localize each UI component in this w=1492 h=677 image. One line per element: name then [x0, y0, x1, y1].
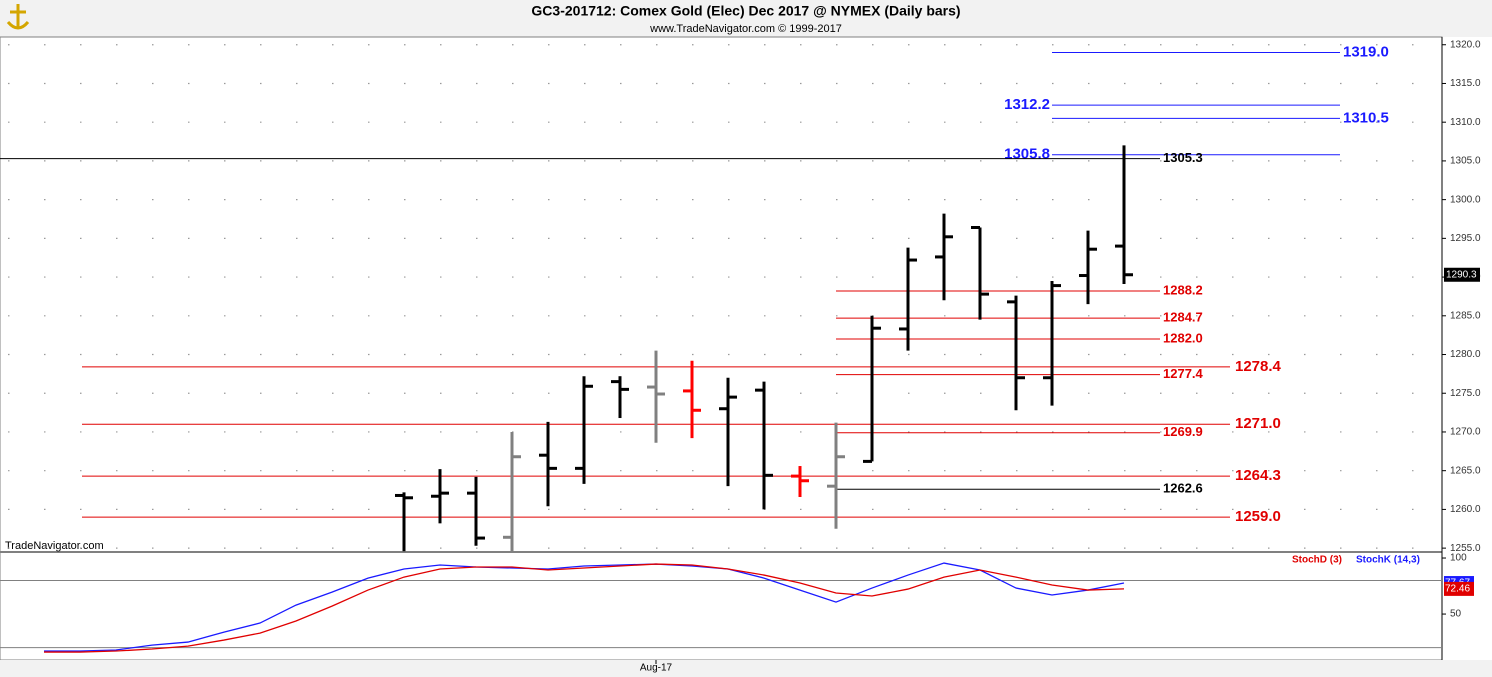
y-tick-label: 1265.0	[1450, 465, 1481, 476]
level-label: 1312.2	[1004, 96, 1050, 113]
stoch-line	[44, 562, 1125, 652]
level-label: 1259.0	[1235, 508, 1281, 525]
date-axis-band	[0, 660, 1492, 677]
chart-subtitle: www.TradeNavigator.com © 1999-2017	[649, 23, 842, 35]
y-tick-label: 1260.0	[1450, 504, 1481, 515]
level-label: 1319.0	[1343, 43, 1389, 60]
y-tick-label: 1315.0	[1450, 78, 1481, 89]
y-tick-label: 1320.0	[1450, 39, 1481, 50]
chart-title: GC3-201712: Comex Gold (Elec) Dec 2017 @…	[531, 3, 960, 19]
last-price-box	[1444, 267, 1480, 282]
legend-label: StochK (14,3)	[1356, 555, 1420, 566]
header-band	[0, 0, 1492, 37]
y-tick-label: 50	[1450, 609, 1462, 620]
level-label: 1282.0	[1163, 330, 1203, 345]
level-label: 1288.2	[1163, 282, 1203, 297]
level-label: 1264.3	[1235, 467, 1281, 484]
y-tick-label: 1275.0	[1450, 388, 1481, 399]
level-label: 1278.4	[1235, 358, 1282, 375]
y-tick-label: 1270.0	[1450, 427, 1481, 438]
y-tick-label: 1305.0	[1450, 156, 1481, 167]
y-tick-label: 1285.0	[1450, 310, 1481, 321]
x-tick-label: Aug-17	[640, 663, 673, 674]
level-label: 1310.5	[1343, 109, 1389, 126]
level-label: 1305.8	[1004, 146, 1050, 163]
y-tick-label: 1280.0	[1450, 349, 1481, 360]
logo	[4, 2, 32, 32]
level-label: 1269.9	[1163, 424, 1203, 439]
watermark: TradeNavigator.com	[5, 540, 104, 552]
level-label: 1271.0	[1235, 415, 1281, 432]
level-label: 1277.4	[1163, 366, 1204, 381]
legend-label: StochD (3)	[1292, 555, 1342, 566]
plot-frame	[0, 36, 1443, 661]
y-tick-label: 100	[1450, 553, 1467, 564]
level-label: 1262.6	[1163, 481, 1203, 496]
last-value-box	[1444, 581, 1474, 596]
last-value-label: 72.46	[1445, 584, 1470, 595]
level-label: 1305.3	[1163, 150, 1203, 165]
y-tick-label: 1295.0	[1450, 233, 1481, 244]
last-price-label: 1290.3	[1446, 269, 1477, 280]
y-tick-label: 1300.0	[1450, 194, 1481, 205]
y-tick-label: 1310.0	[1450, 117, 1481, 128]
y-tick-label: 1255.0	[1450, 543, 1481, 554]
level-label: 1284.7	[1163, 310, 1203, 325]
stoch-line	[44, 563, 1125, 653]
